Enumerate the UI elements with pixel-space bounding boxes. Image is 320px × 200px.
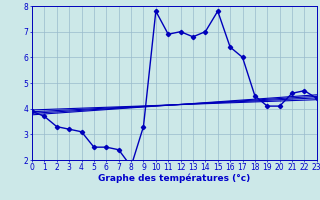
X-axis label: Graphe des températures (°c): Graphe des températures (°c) bbox=[98, 174, 251, 183]
